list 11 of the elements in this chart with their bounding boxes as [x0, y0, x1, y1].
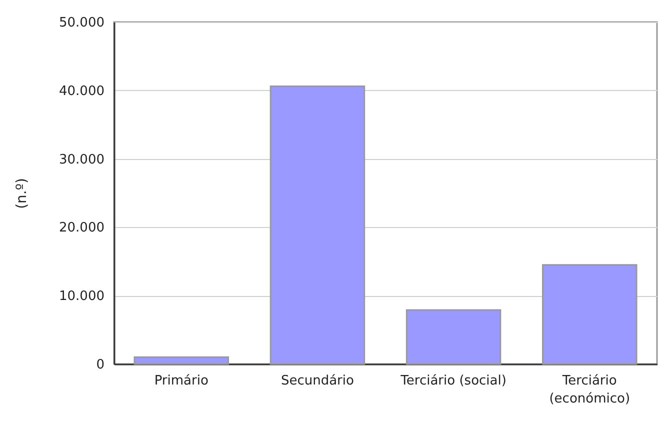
x-tick-label: Secundário	[280, 374, 354, 388]
y-tick-label: 20.000	[59, 220, 104, 236]
x-tick-label: Primário	[154, 374, 208, 388]
y-axis-title: (n.º)	[14, 178, 30, 209]
y-tick-label: 40.000	[59, 84, 104, 99]
y-tick-label: 30.000	[59, 152, 104, 168]
y-tick-label: 50.000	[59, 16, 104, 30]
y-tick-label: 0	[96, 358, 104, 372]
x-tick-label: Terciário (económico)	[549, 374, 630, 406]
x-tick-label: Terciário (social)	[400, 374, 506, 388]
y-tick-label: 10.000	[59, 289, 104, 304]
